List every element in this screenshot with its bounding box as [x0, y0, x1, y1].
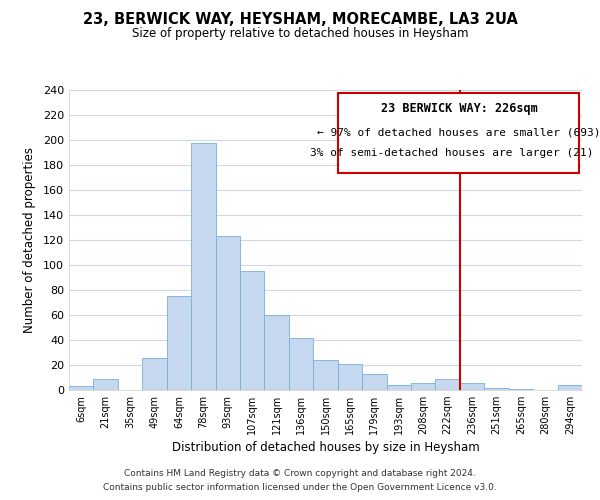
- Bar: [94, 379, 118, 390]
- Text: Contains HM Land Registry data © Crown copyright and database right 2024.: Contains HM Land Registry data © Crown c…: [124, 468, 476, 477]
- Bar: [386, 385, 411, 390]
- Bar: [289, 338, 313, 390]
- Bar: [191, 142, 215, 390]
- Text: Contains public sector information licensed under the Open Government Licence v3: Contains public sector information licen…: [103, 484, 497, 492]
- Text: 3% of semi-detached houses are larger (21) →: 3% of semi-detached houses are larger (2…: [310, 148, 600, 158]
- Bar: [240, 271, 265, 390]
- Text: 23 BERWICK WAY: 226sqm: 23 BERWICK WAY: 226sqm: [380, 102, 537, 115]
- Text: Size of property relative to detached houses in Heysham: Size of property relative to detached ho…: [132, 28, 468, 40]
- Bar: [484, 388, 509, 390]
- Y-axis label: Number of detached properties: Number of detached properties: [23, 147, 36, 333]
- Bar: [338, 364, 362, 390]
- X-axis label: Distribution of detached houses by size in Heysham: Distribution of detached houses by size …: [172, 442, 479, 454]
- Bar: [69, 386, 94, 390]
- Bar: [460, 382, 484, 390]
- Bar: [362, 374, 386, 390]
- Bar: [411, 382, 436, 390]
- Bar: [215, 236, 240, 390]
- Bar: [265, 315, 289, 390]
- Bar: [142, 358, 167, 390]
- Bar: [167, 296, 191, 390]
- Bar: [313, 360, 338, 390]
- Text: 23, BERWICK WAY, HEYSHAM, MORECAMBE, LA3 2UA: 23, BERWICK WAY, HEYSHAM, MORECAMBE, LA3…: [83, 12, 517, 28]
- FancyBboxPatch shape: [338, 93, 580, 172]
- Bar: [509, 389, 533, 390]
- Bar: [557, 385, 582, 390]
- Text: ← 97% of detached houses are smaller (693): ← 97% of detached houses are smaller (69…: [317, 128, 600, 138]
- Bar: [436, 379, 460, 390]
